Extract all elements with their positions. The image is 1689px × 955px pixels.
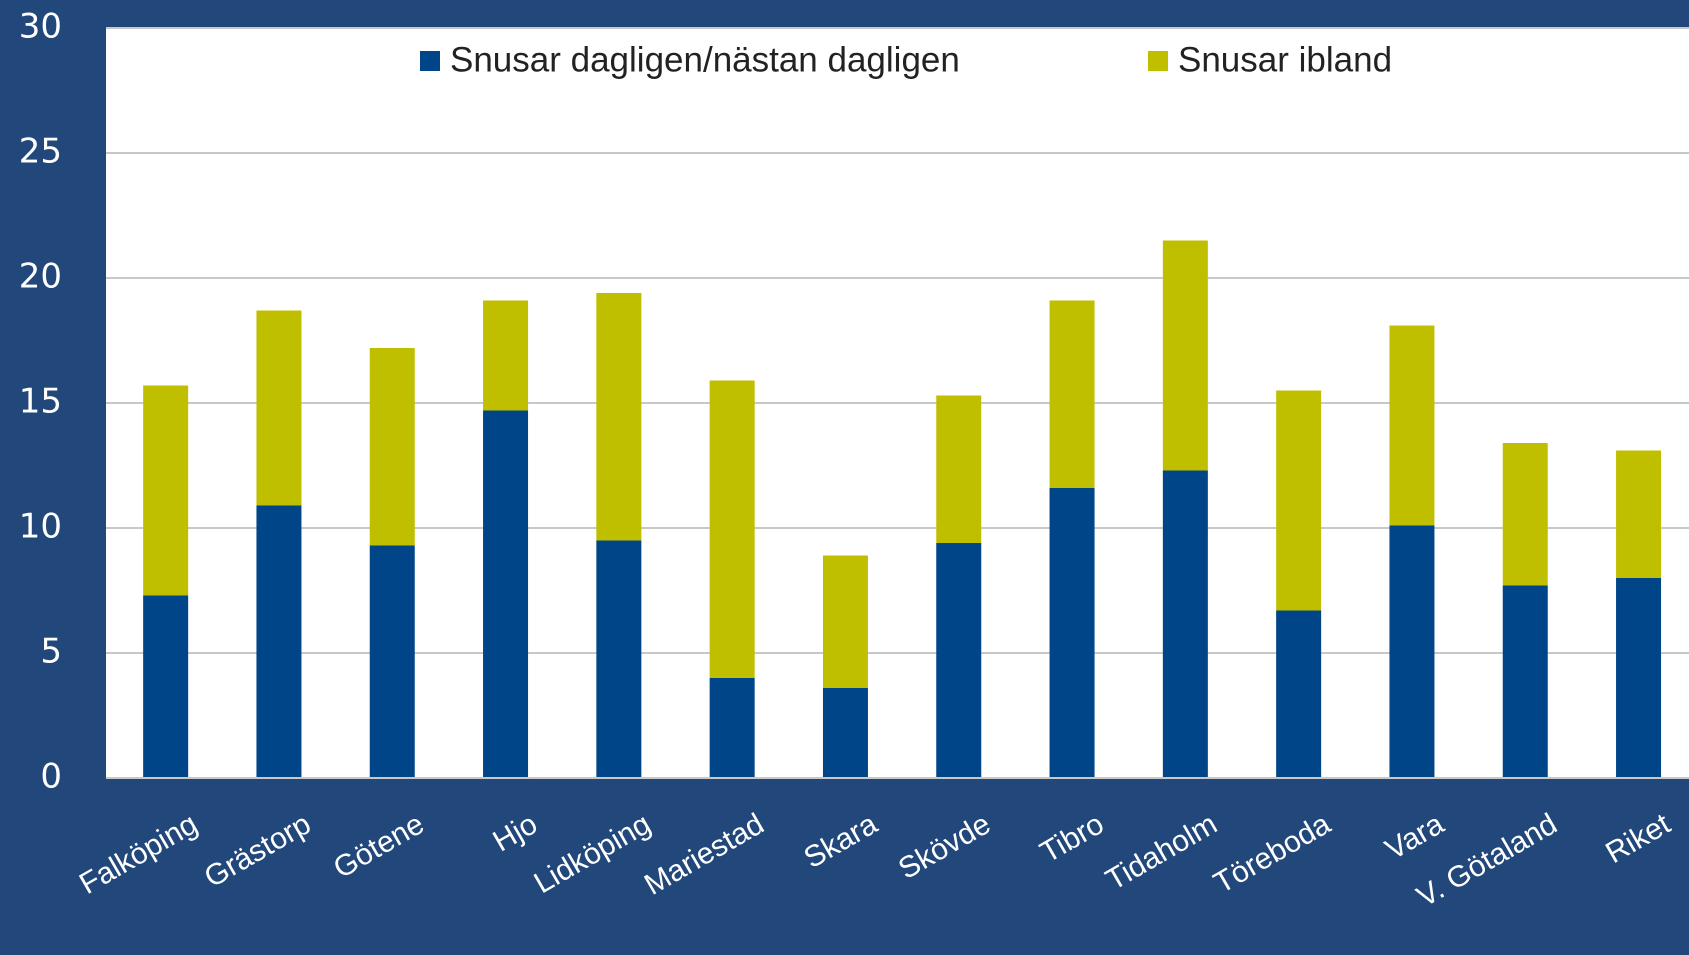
bar-segment bbox=[1389, 325, 1435, 526]
bar-segment bbox=[369, 348, 415, 546]
y-tick-label: 0 bbox=[40, 757, 62, 797]
legend-label: Snusar dagligen/nästan dagligen bbox=[450, 40, 960, 79]
bar-segment bbox=[143, 595, 189, 778]
y-tick-label: 20 bbox=[19, 257, 62, 297]
x-tick-label: Hjo bbox=[488, 807, 543, 858]
y-tick-label: 30 bbox=[19, 7, 62, 47]
y-tick-label: 10 bbox=[19, 507, 62, 547]
bar-segment bbox=[256, 310, 302, 506]
x-tick-label: Tibro bbox=[1035, 807, 1110, 869]
x-tick-label: Vara bbox=[1380, 807, 1450, 866]
bar-segment bbox=[1616, 578, 1662, 778]
bar-segment bbox=[596, 293, 642, 541]
bar-segment bbox=[1049, 488, 1095, 778]
x-tick-label: Riket bbox=[1600, 807, 1676, 870]
bar-segment bbox=[936, 395, 982, 543]
legend-label: Snusar ibland bbox=[1178, 40, 1392, 79]
bar-segment bbox=[1616, 450, 1662, 578]
x-tick-label: Skövde bbox=[893, 807, 996, 886]
y-tick-label: 25 bbox=[19, 132, 62, 172]
bar-segment bbox=[1502, 443, 1548, 586]
bar-segment bbox=[369, 545, 415, 778]
x-tick-label: Skara bbox=[799, 807, 884, 875]
bar-segment bbox=[709, 678, 755, 778]
x-tick-label: Grästorp bbox=[199, 807, 317, 894]
x-tick-label: Falköping bbox=[74, 807, 203, 901]
x-tick-label: Lidköping bbox=[529, 807, 657, 900]
bar-segment bbox=[483, 300, 529, 411]
x-tick-label: Tidaholm bbox=[1100, 807, 1222, 897]
x-tick-label: Mariestad bbox=[639, 807, 770, 901]
x-tick-label: Töreboda bbox=[1208, 807, 1336, 900]
bar-segment bbox=[1276, 610, 1322, 778]
y-tick-label: 5 bbox=[40, 632, 62, 672]
bar-segment bbox=[1162, 470, 1208, 778]
bar-segment bbox=[143, 385, 189, 596]
bar-segment bbox=[1162, 240, 1208, 471]
bar-segment bbox=[1502, 585, 1548, 778]
bar-segment bbox=[483, 410, 529, 778]
bar-segment bbox=[1276, 390, 1322, 611]
bar-segment bbox=[596, 540, 642, 778]
bar-segment bbox=[822, 688, 868, 778]
y-tick-label: 15 bbox=[19, 382, 62, 422]
legend-marker bbox=[1148, 51, 1168, 71]
bar-segment bbox=[1389, 525, 1435, 778]
bar-segment bbox=[1049, 300, 1095, 488]
bar-segment bbox=[822, 555, 868, 688]
bar-segment bbox=[256, 505, 302, 778]
bar-segment bbox=[936, 543, 982, 778]
x-tick-label: Götene bbox=[328, 807, 430, 885]
bar-segment bbox=[709, 380, 755, 678]
legend-marker bbox=[420, 51, 440, 71]
